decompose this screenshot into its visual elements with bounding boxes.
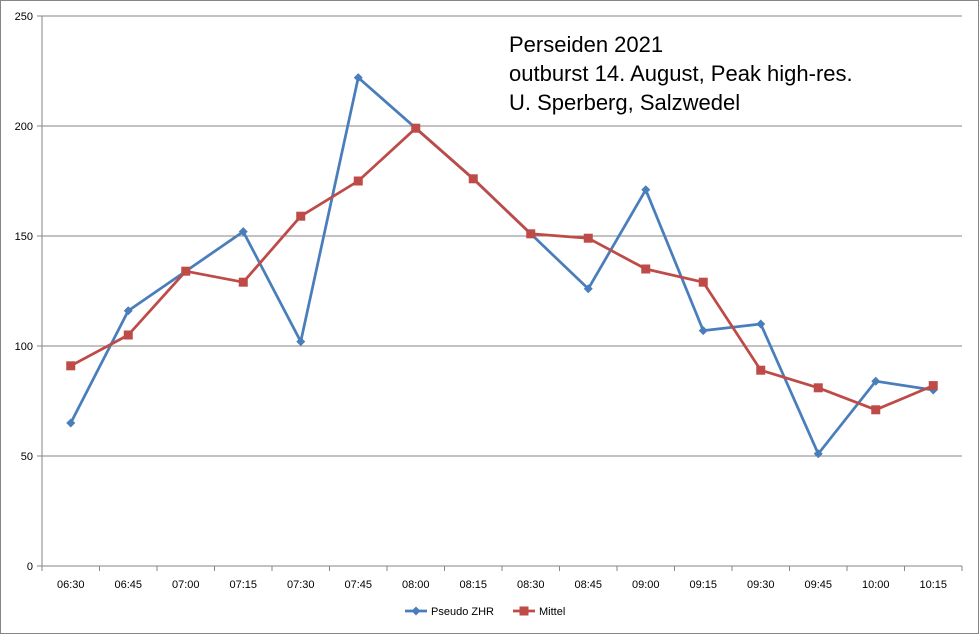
x-tick-label: 08:30 xyxy=(517,579,545,591)
data-point xyxy=(296,211,306,221)
x-tick-label: 07:45 xyxy=(344,579,372,591)
data-point xyxy=(641,185,651,195)
data-point xyxy=(353,73,363,83)
y-tick-label: 0 xyxy=(27,561,33,573)
legend-item-0: Pseudo ZHR xyxy=(405,606,494,618)
data-point xyxy=(296,337,306,347)
x-tick-label: 07:15 xyxy=(229,579,257,591)
data-point xyxy=(583,233,593,243)
data-point xyxy=(641,264,651,274)
title-line-2: outburst 14. August, Peak high-res. xyxy=(509,61,853,86)
axes: 0 50 100 150 200 250 06:30 06:45 07:00 07:15 07:30… xyxy=(15,11,963,591)
data-point xyxy=(756,319,766,329)
data-point xyxy=(181,266,191,276)
x-tick-label: 09:30 xyxy=(747,579,775,591)
data-point xyxy=(411,123,421,133)
x-tick-label: 07:30 xyxy=(287,579,315,591)
legend: Pseudo ZHR Mittel xyxy=(405,606,565,618)
data-point xyxy=(238,227,248,237)
data-point xyxy=(698,277,708,287)
legend-swatch-marker xyxy=(411,606,421,616)
data-point xyxy=(813,383,823,393)
data-point xyxy=(468,174,478,184)
y-tick-label: 200 xyxy=(15,121,33,133)
series xyxy=(66,73,938,459)
x-tick-label: 06:30 xyxy=(57,579,85,591)
y-tick-label: 100 xyxy=(15,341,33,353)
data-point xyxy=(66,418,76,428)
x-tick-label: 08:15 xyxy=(459,579,487,591)
y-tick-label: 50 xyxy=(21,451,33,463)
data-point xyxy=(526,229,536,239)
gridlines xyxy=(42,15,962,457)
x-tick-label: 09:15 xyxy=(689,579,717,591)
data-point xyxy=(238,277,248,287)
x-tick-label: 08:45 xyxy=(574,579,602,591)
title-line-3: U. Sperberg, Salzwedel xyxy=(509,90,740,115)
title-line-1: Perseiden 2021 xyxy=(509,32,663,57)
data-point xyxy=(871,405,881,415)
data-point xyxy=(353,176,363,186)
legend-label: Mittel xyxy=(539,606,565,618)
x-tick-label: 07:00 xyxy=(172,579,200,591)
data-point xyxy=(928,381,938,391)
data-point xyxy=(123,330,133,340)
data-point xyxy=(583,284,593,294)
data-point xyxy=(813,449,823,459)
series-line-1 xyxy=(70,126,934,412)
y-tick-label: 150 xyxy=(15,231,33,243)
legend-swatch-marker xyxy=(519,606,529,616)
data-point xyxy=(698,326,708,336)
legend-label: Pseudo ZHR xyxy=(431,606,494,618)
x-tick-label: 10:15 xyxy=(919,579,947,591)
x-tick-label: 09:45 xyxy=(804,579,832,591)
x-tick-label: 10:00 xyxy=(862,579,890,591)
x-tick-label: 06:45 xyxy=(114,579,142,591)
series-1 xyxy=(66,123,938,415)
x-tick-label: 09:00 xyxy=(632,579,660,591)
x-tick-label: 08:00 xyxy=(402,579,430,591)
y-tick-label: 250 xyxy=(15,11,33,23)
data-point xyxy=(123,306,133,316)
data-point xyxy=(66,361,76,371)
data-point xyxy=(756,365,766,375)
legend-item-1: Mittel xyxy=(513,606,565,618)
chart-title: Perseiden 2021 outburst 14. August, Peak… xyxy=(509,32,853,115)
data-point xyxy=(871,376,881,386)
